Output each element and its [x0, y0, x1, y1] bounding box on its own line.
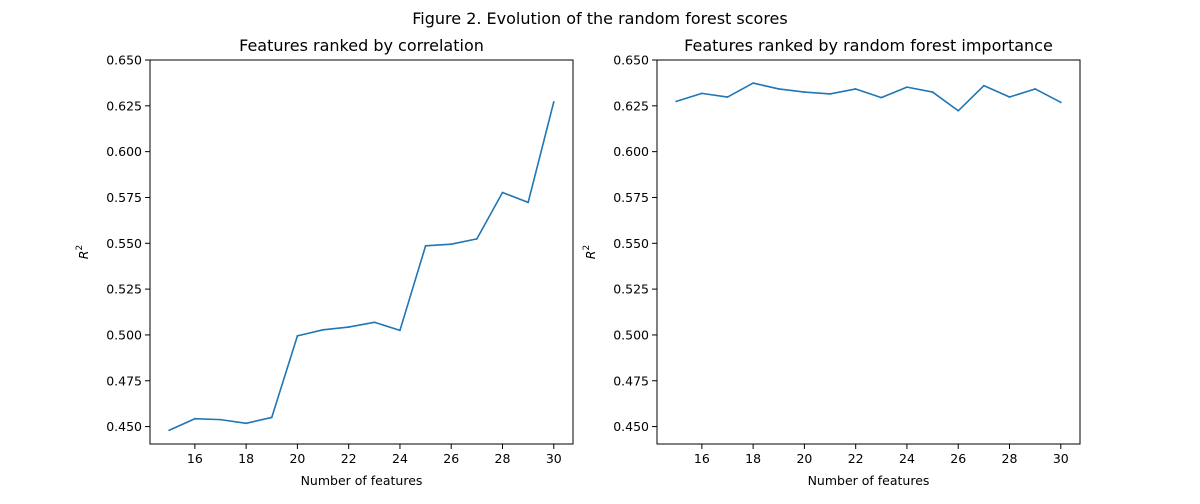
- data-point: [752, 82, 755, 84]
- chart-title: Features ranked by random forest importa…: [684, 36, 1053, 55]
- y-tick-label: 0.550: [613, 236, 649, 251]
- y-tick-label: 0.600: [106, 144, 142, 159]
- data-point: [552, 101, 555, 103]
- y-tick-label: 0.625: [106, 98, 142, 113]
- data-point: [906, 86, 908, 89]
- x-tick-label: 30: [1053, 451, 1069, 466]
- data-point: [501, 191, 504, 194]
- data-point: [245, 422, 248, 425]
- y-tick-label: 0.475: [106, 373, 142, 388]
- y-tick-label: 0.550: [106, 236, 142, 251]
- x-tick-label: 20: [289, 451, 305, 466]
- data-point: [296, 334, 299, 337]
- y-tick-label: 0.650: [613, 53, 649, 68]
- y-tick-label: 0.525: [106, 282, 142, 297]
- chart-panel-rf-importance: Features ranked by random forest importa…: [582, 36, 1081, 488]
- plot-frame: [656, 59, 1081, 445]
- data-point: [270, 416, 273, 419]
- y-axis-label-superscript: 2: [582, 245, 592, 251]
- y-tick-label: 0.575: [106, 190, 142, 205]
- data-point: [475, 237, 478, 240]
- x-axis-label: Number of features: [301, 473, 423, 488]
- data-point: [450, 243, 453, 246]
- data-point: [1059, 101, 1062, 104]
- y-tick-label: 0.450: [106, 419, 142, 434]
- x-tick-label: 18: [238, 451, 254, 466]
- data-point: [726, 96, 729, 98]
- data-point: [957, 109, 960, 112]
- data-point: [1008, 96, 1011, 98]
- data-point: [424, 244, 427, 247]
- data-point: [322, 328, 324, 331]
- data-point: [931, 91, 934, 93]
- y-axis-label-superscript: 2: [75, 245, 85, 251]
- plot-frame: [149, 59, 574, 445]
- series-line: [168, 101, 555, 432]
- chart-panel-correlation: Features ranked by correlation 16 18 20 22 24…: [75, 36, 574, 488]
- x-tick-label: 28: [1002, 451, 1018, 466]
- y-tick-label: 0.500: [613, 327, 649, 342]
- y-axis-label-base: R: [76, 251, 91, 260]
- x-tick-label: 16: [187, 451, 203, 466]
- data-point: [347, 326, 350, 328]
- series-line: [675, 82, 1062, 112]
- x-tick-label: 20: [796, 451, 812, 466]
- data-point: [527, 201, 530, 204]
- data-point: [982, 84, 985, 87]
- x-tick-label: 26: [443, 451, 459, 466]
- x-tick-label: 24: [899, 451, 915, 466]
- data-point: [777, 88, 780, 90]
- x-axis-label: Number of features: [808, 473, 930, 488]
- chart-title: Features ranked by correlation: [239, 36, 484, 55]
- figure-suptitle: Figure 2. Evolution of the random forest…: [412, 9, 787, 28]
- data-point: [829, 93, 831, 95]
- data-point: [1034, 88, 1037, 90]
- y-axis-label: R2: [75, 245, 91, 259]
- x-tick-label: 22: [848, 451, 864, 466]
- x-tick-label: 28: [495, 451, 511, 466]
- y-axis-label-base: R: [583, 251, 598, 260]
- y-tick-label: 0.625: [613, 98, 649, 113]
- y-tick-label: 0.575: [613, 190, 649, 205]
- data-point: [219, 418, 222, 421]
- data-point: [168, 429, 171, 432]
- x-tick-label: 30: [546, 451, 562, 466]
- data-point: [675, 100, 678, 103]
- y-tick-label: 0.500: [106, 327, 142, 342]
- data-point: [700, 92, 703, 95]
- y-tick-label: 0.525: [613, 282, 649, 297]
- data-point: [803, 91, 806, 93]
- data-point: [193, 417, 196, 420]
- y-axis-label: R2: [582, 245, 598, 259]
- y-tick-label: 0.600: [613, 144, 649, 159]
- y-tick-label: 0.475: [613, 373, 649, 388]
- y-tick-label: 0.650: [106, 53, 142, 68]
- x-tick-label: 26: [950, 451, 966, 466]
- x-tick-label: 16: [694, 451, 710, 466]
- data-point: [373, 321, 376, 324]
- data-point: [880, 96, 883, 99]
- x-tick-label: 18: [745, 451, 761, 466]
- data-point: [854, 88, 857, 90]
- data-point: [399, 329, 401, 332]
- x-tick-label: 24: [392, 451, 408, 466]
- y-tick-label: 0.450: [613, 419, 649, 434]
- x-tick-label: 22: [341, 451, 357, 466]
